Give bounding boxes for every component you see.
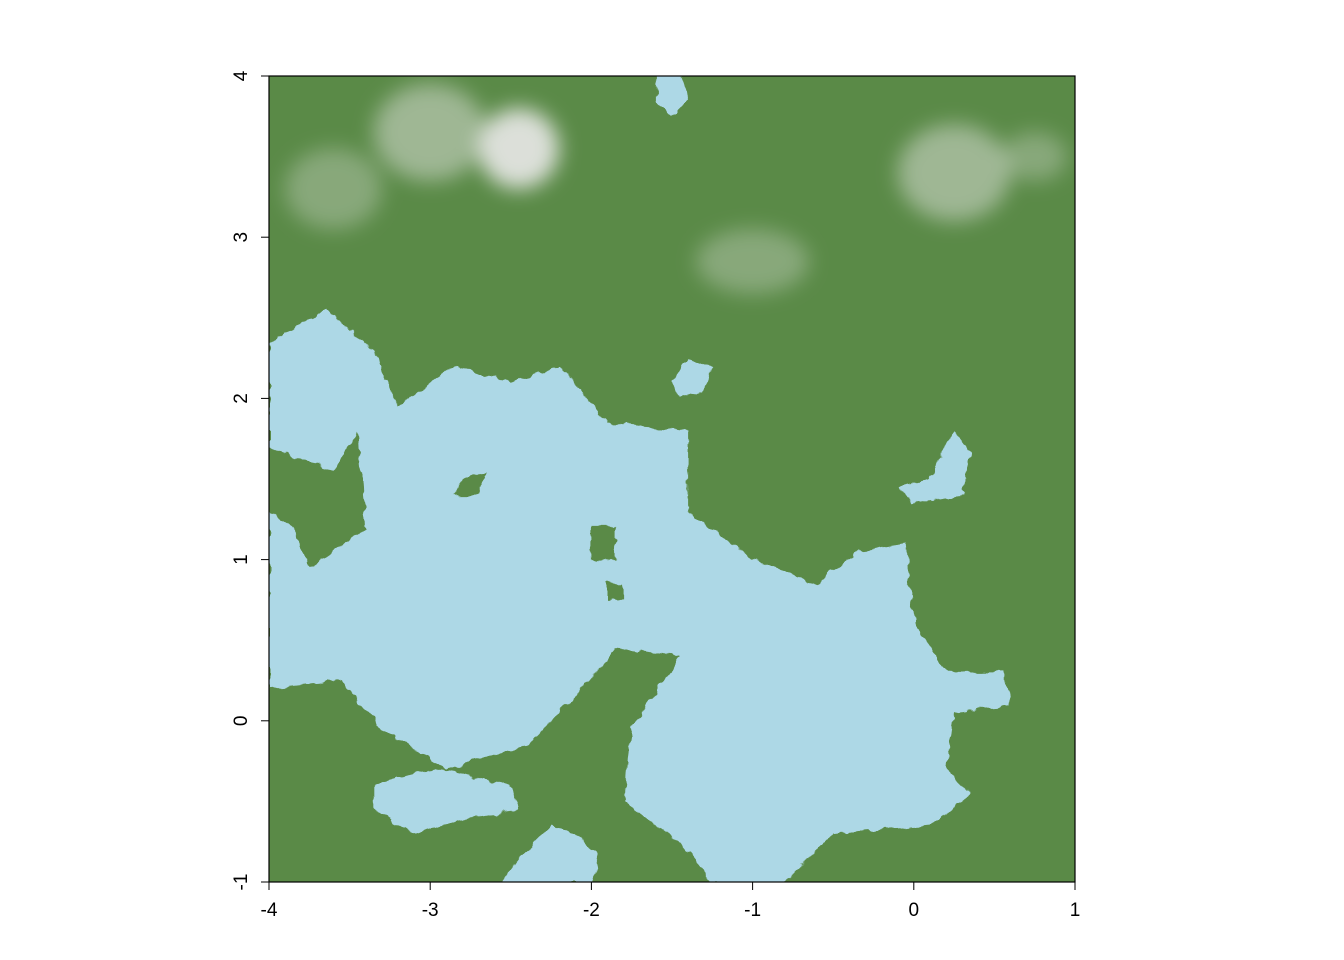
snow-patch [478,108,560,189]
y-tick-label: 2 [231,393,252,404]
water-region [373,769,519,834]
water-layer [269,76,1011,882]
snow-layer [285,84,1067,294]
x-tick-label: -4 [261,900,278,921]
x-tick-label: -2 [583,900,600,921]
land-patch [607,583,624,600]
water-region [269,309,1011,882]
snow-patch [285,148,382,230]
x-tick-label: 1 [1070,900,1081,921]
water-region [502,825,600,882]
plot-border [268,75,1076,883]
land-patch [269,430,366,568]
y-axis: -1 0 1 2 3 4 [231,70,269,890]
snow-patch [696,229,810,294]
land-patch [454,470,487,496]
water-region [672,358,713,399]
plot-area [269,76,1075,882]
snow-patch [1002,132,1067,181]
water-region [655,76,689,117]
snow-patch [897,124,1011,222]
water-region [897,430,971,504]
y-tick-label: -1 [231,874,252,891]
y-tick-label: 0 [231,716,252,727]
x-axis: -4 -3 -2 -1 0 1 [261,882,1081,921]
x-tick-label: 0 [909,900,920,921]
y-tick-label: 4 [231,70,252,81]
y-tick-label: 3 [231,232,252,243]
y-tick-label: 1 [231,554,252,565]
x-tick-label: -3 [422,900,439,921]
snow-patch [373,84,487,181]
x-tick-label: -1 [744,900,761,921]
land-patch [591,527,616,560]
